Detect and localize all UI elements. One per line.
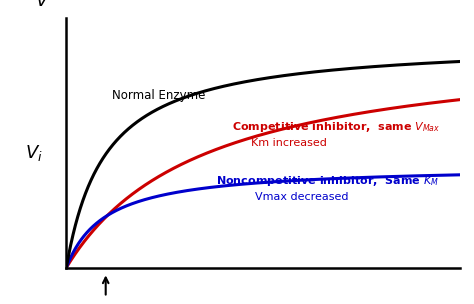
Text: Km increased: Km increased [251,138,327,148]
Text: $_M$: $_M$ [111,302,120,304]
Text: Vmax decreased: Vmax decreased [255,192,349,202]
Text: $V$: $V$ [35,0,51,10]
Text: $V_i$: $V_i$ [25,143,43,163]
Text: Noncompetitive inhibitor,  Same $K_M$: Noncompetitive inhibitor, Same $K_M$ [216,174,439,188]
Text: Competitive inhibitor,  same $V_{Max}$: Competitive inhibitor, same $V_{Max}$ [232,120,440,134]
Text: Normal Enzyme: Normal Enzyme [111,89,205,102]
